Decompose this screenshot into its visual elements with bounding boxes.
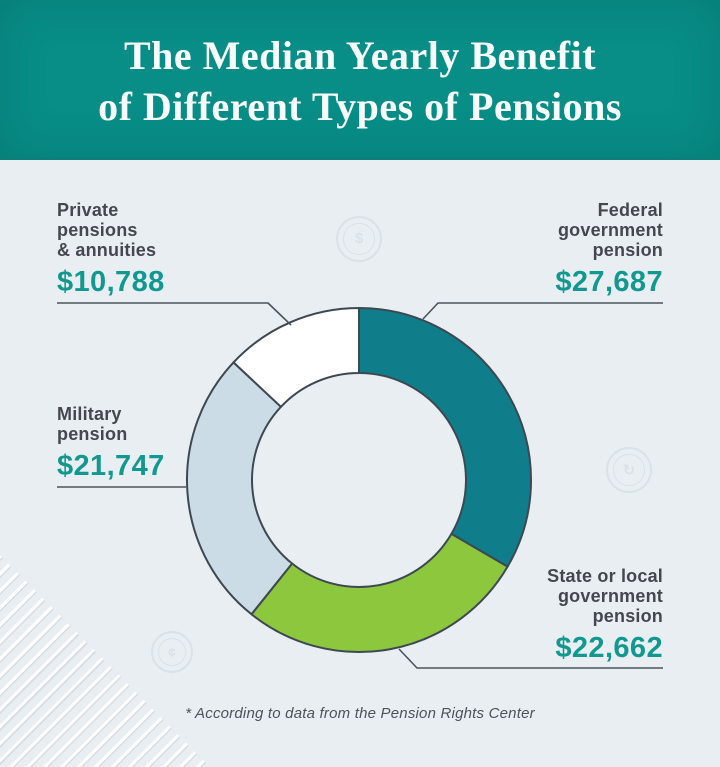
leader-line-private <box>57 302 292 326</box>
leader-line-state <box>398 648 663 669</box>
donut-segment-federal <box>358 307 532 568</box>
value-military-pension: $21,747 <box>57 450 165 482</box>
callout-state-pension: State or local government pension $22,66… <box>453 566 663 664</box>
label-federal-pension: Federal government pension <box>557 200 663 260</box>
page-title: The Median Yearly Benefit of Different T… <box>0 0 720 132</box>
value-federal-pension: $27,687 <box>555 266 663 298</box>
source-footnote: * According to data from the Pension Rig… <box>185 705 535 722</box>
value-private-pensions: $10,788 <box>57 266 165 298</box>
coin-watermark-icon: $ <box>336 216 382 262</box>
label-private-pensions: Private pensions & annuities <box>57 200 157 260</box>
callout-private-pensions: Private pensions & annuities $10,788 <box>57 200 247 298</box>
callout-military-pension: Military pension $21,747 <box>57 404 227 482</box>
donut-segment-state <box>250 532 509 654</box>
header-banner: The Median Yearly Benefit of Different T… <box>0 0 720 160</box>
donut-segment-military <box>186 361 294 616</box>
label-military-pension: Military pension <box>57 404 128 444</box>
label-state-pension: State or local government pension <box>547 566 663 626</box>
refresh-watermark-icon: ↻ <box>606 447 652 493</box>
callout-federal-pension: Federal government pension $27,687 <box>453 200 663 298</box>
donut-segment-private <box>232 307 360 408</box>
leader-line-federal <box>422 302 663 320</box>
title-line-1: The Median Yearly Benefit <box>123 33 597 78</box>
title-line-2: of Different Types of Pensions <box>98 84 622 129</box>
cent-watermark-icon: ¢ <box>151 631 193 673</box>
value-state-pension: $22,662 <box>555 632 663 664</box>
